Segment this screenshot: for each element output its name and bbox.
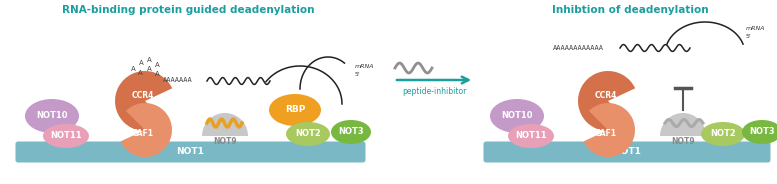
Wedge shape — [115, 71, 172, 131]
Text: CCR4: CCR4 — [132, 91, 154, 100]
Text: NOT2: NOT2 — [295, 130, 321, 139]
Text: NOT3: NOT3 — [338, 128, 364, 137]
Ellipse shape — [331, 120, 371, 144]
Text: peptide-inhibitor: peptide-inhibitor — [402, 87, 466, 96]
Text: A: A — [147, 57, 152, 63]
Text: 5': 5' — [746, 35, 752, 40]
Text: CAF1: CAF1 — [595, 128, 617, 137]
Ellipse shape — [269, 94, 321, 126]
Text: CAF1: CAF1 — [132, 128, 154, 137]
Ellipse shape — [25, 99, 79, 133]
Text: AAAAAAAAAAAA: AAAAAAAAAAAA — [553, 45, 604, 51]
Ellipse shape — [43, 124, 89, 148]
Wedge shape — [584, 103, 635, 157]
Wedge shape — [578, 71, 635, 131]
Text: NOT11: NOT11 — [515, 132, 547, 141]
Text: NOT1: NOT1 — [613, 148, 641, 157]
Text: A: A — [131, 66, 135, 72]
Wedge shape — [120, 103, 172, 157]
Text: AAAAAAA: AAAAAAA — [163, 77, 193, 83]
Text: CCR4: CCR4 — [595, 91, 617, 100]
Text: RNA-binding protein guided deadenylation: RNA-binding protein guided deadenylation — [61, 5, 314, 15]
Text: mRNA: mRNA — [746, 26, 765, 31]
Wedge shape — [202, 113, 248, 136]
Text: NOT2: NOT2 — [710, 130, 736, 139]
Text: mRNA: mRNA — [355, 65, 375, 70]
Ellipse shape — [490, 99, 544, 133]
Text: NOT9: NOT9 — [671, 137, 695, 146]
Text: NOT11: NOT11 — [51, 132, 82, 141]
Text: NOT3: NOT3 — [749, 128, 775, 137]
Text: A: A — [147, 66, 152, 72]
Text: NOT1: NOT1 — [176, 148, 204, 157]
Text: 5': 5' — [355, 72, 361, 77]
Ellipse shape — [701, 122, 745, 146]
Text: A: A — [138, 70, 142, 76]
Text: A: A — [155, 71, 159, 77]
Ellipse shape — [286, 122, 330, 146]
Text: RBP: RBP — [285, 105, 305, 114]
Text: NOT10: NOT10 — [37, 112, 68, 121]
Text: A: A — [155, 62, 159, 68]
Text: NOT9: NOT9 — [213, 137, 237, 146]
Wedge shape — [660, 113, 706, 136]
Ellipse shape — [742, 120, 777, 144]
Ellipse shape — [508, 124, 554, 148]
Text: NOT10: NOT10 — [501, 112, 533, 121]
FancyBboxPatch shape — [16, 141, 365, 162]
Text: A: A — [138, 60, 144, 66]
FancyBboxPatch shape — [483, 141, 771, 162]
Text: Inhibtion of deadenylation: Inhibtion of deadenylation — [552, 5, 709, 15]
